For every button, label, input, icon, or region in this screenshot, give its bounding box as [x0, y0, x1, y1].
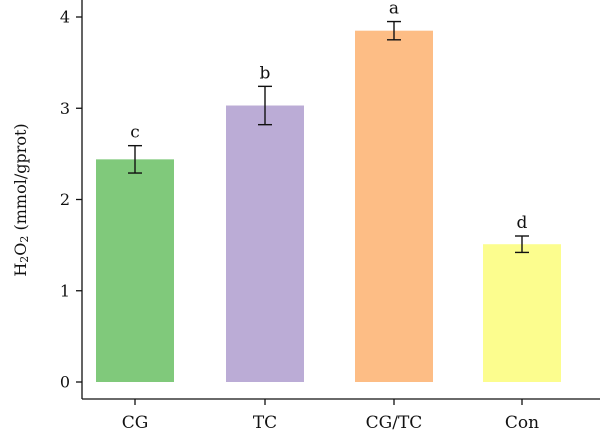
y-axis-title: H2O2 (mmol/gprot) — [11, 123, 31, 276]
y-ticks-group: 0 1 2 3 4 — [60, 8, 82, 392]
significance-letters-group: c b a d — [130, 0, 527, 233]
bar-cg — [96, 159, 174, 382]
significance-letter: a — [389, 0, 399, 19]
x-tick-label: TC — [253, 413, 277, 433]
y-axis-title-subscript-1: 2 — [18, 256, 31, 263]
significance-letter: c — [130, 123, 140, 143]
bar-cg-tc — [355, 30, 433, 382]
bars-group — [96, 30, 561, 382]
y-tick-label: 3 — [60, 99, 70, 118]
y-tick-label: 0 — [60, 373, 70, 392]
x-tick-label: CG — [122, 413, 149, 433]
bar-tc — [226, 105, 304, 382]
error-bars-group — [128, 20, 529, 254]
y-tick-label: 4 — [60, 8, 70, 27]
significance-letter: d — [517, 213, 528, 233]
x-tick-label: CG/TC — [366, 413, 423, 433]
y-axis-title-subscript-2: 2 — [18, 236, 31, 243]
bar-con — [483, 244, 561, 382]
y-tick-label: 2 — [60, 190, 70, 209]
x-tick-label: Con — [505, 413, 539, 433]
significance-letter: b — [260, 63, 271, 83]
y-tick-label: 1 — [60, 281, 70, 300]
x-tick-labels-group: CG TC CG/TC Con — [122, 399, 539, 433]
